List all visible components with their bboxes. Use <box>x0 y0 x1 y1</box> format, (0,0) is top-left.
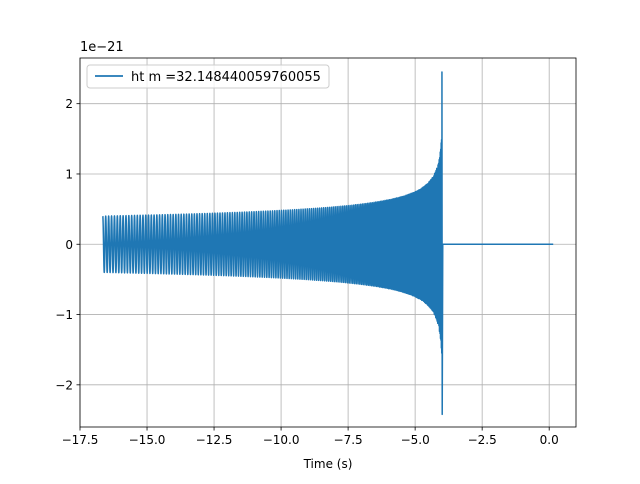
axes-frame <box>79 57 577 428</box>
legend-label: ht m =32.148440059760055 <box>131 70 321 85</box>
x-tick-label: −2.5 <box>468 433 497 447</box>
x-tick-label: −17.5 <box>62 433 99 447</box>
legend-box <box>86 64 330 89</box>
y-tick-label: 2 <box>65 97 73 111</box>
y-tick-label: 0 <box>65 238 73 252</box>
ticks-layer: −17.5 −15.0 −12.5 −10.0 −7.5 −5.0 −2.5 0.0 −2 −1 0… <box>55 97 558 447</box>
x-tick-label: −10.0 <box>263 433 300 447</box>
legend: ht m =32.148440059760055 <box>86 64 330 89</box>
x-tick-label: −12.5 <box>196 433 233 447</box>
y-tick-label: 1 <box>65 167 73 181</box>
y-tick-label: −2 <box>55 378 73 392</box>
y-offset-label: 1e−21 <box>80 40 124 55</box>
x-tick-label: −15.0 <box>129 433 166 447</box>
x-axis-label: Time (s) <box>303 457 353 471</box>
y-tick-label: −1 <box>55 308 73 322</box>
series-line <box>102 71 554 416</box>
x-tick-label: −7.5 <box>334 433 363 447</box>
x-tick-label: 0.0 <box>540 433 559 447</box>
x-tick-label: −5.0 <box>401 433 430 447</box>
series-layer <box>102 71 554 416</box>
